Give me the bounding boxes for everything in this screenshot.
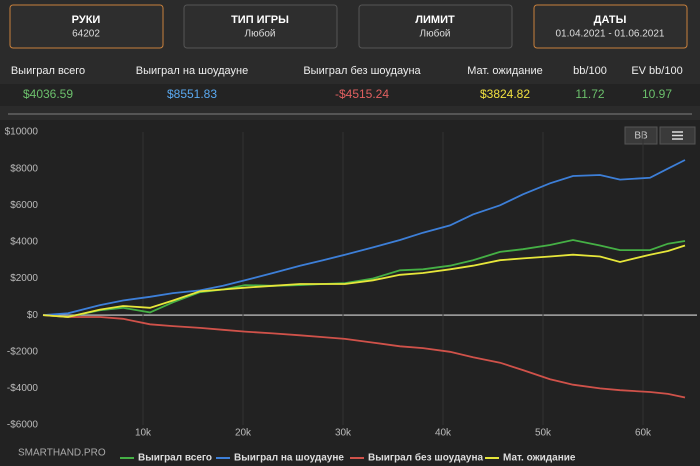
series-line [42,239,686,318]
filter-value: 01.04.2021 - 01.06.2021 [556,29,665,40]
stats-row-bg [0,84,700,106]
y-tick-label: $4000 [10,237,38,248]
stat-value: $3824.82 [480,87,530,101]
stat-value: 11.72 [575,87,604,101]
filter-title: ДАТЫ [594,14,627,26]
filter-box[interactable] [533,4,688,49]
y-tick-label: -$6000 [7,420,39,431]
y-tick-label: -$2000 [7,346,39,357]
chart-bg [0,120,700,466]
menu-icon[interactable] [672,131,683,140]
stat-header: bb/100 [573,65,607,77]
filter-title: ЛИМИТ [415,14,455,26]
y-tick-label: $6000 [10,200,38,211]
legend-label: Выиграл на шоудауне [234,453,344,464]
filter-value: Любой [245,28,276,40]
bb-button[interactable] [624,126,658,145]
stat-value: $8551.83 [167,87,217,101]
legend-label: Выиграл всего [138,453,212,464]
stat-value: $4036.59 [23,87,73,101]
series-line [42,159,686,316]
legend-label: Мат. ожидание [503,453,576,464]
watermark: SMARTHAND.PRO [18,448,106,459]
x-tick-label: 10k [135,428,152,439]
y-tick-label: $0 [27,310,39,321]
filter-title: ТИП ИГРЫ [231,14,289,26]
bb-button-label[interactable]: BB [634,131,648,142]
x-tick-label: 30k [335,428,352,439]
legend-label: Выиграл без шоудауна [368,452,483,464]
stat-header: Мат. ожидание [467,65,542,77]
x-tick-label: 40k [435,428,452,439]
filter-box[interactable] [358,4,513,49]
stat-header: Выиграл на шоудауне [136,65,248,77]
x-tick-label: 20k [235,428,252,439]
series-line [42,244,686,318]
filter-title: РУКИ [72,14,101,26]
stat-header: EV bb/100 [631,65,682,77]
y-tick-label: $10000 [5,127,39,138]
y-tick-label: -$4000 [7,383,39,394]
stat-header: Выиграл без шоудауна [303,65,421,77]
x-tick-label: 50k [535,428,552,439]
stat-value: 10.97 [642,87,672,101]
y-tick-label: $8000 [10,163,38,174]
filter-box[interactable] [183,4,338,49]
filter-value: 64202 [72,29,100,40]
y-tick-label: $2000 [10,273,38,284]
x-tick-label: 60k [635,428,652,439]
filter-value: Любой [420,28,451,40]
filter-box[interactable] [9,4,164,49]
series-line [42,314,686,399]
stat-value: -$4515.24 [335,87,389,101]
stat-header: Выиграл всего [11,65,85,77]
